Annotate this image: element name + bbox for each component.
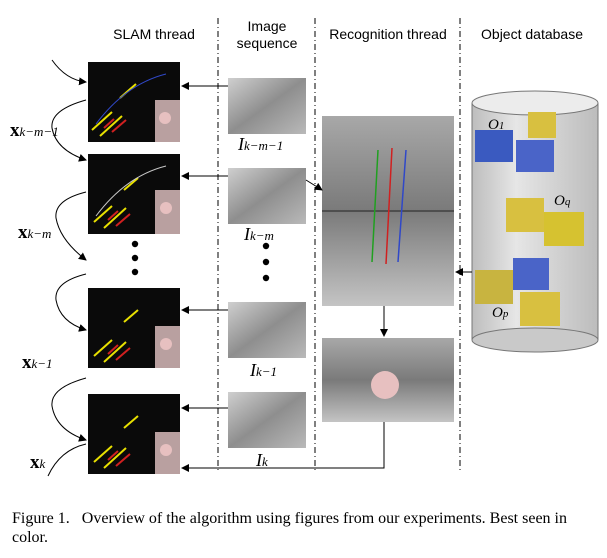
state-label: xk−m−1 [10,120,59,142]
figure-caption: Figure 1. Overview of the algorithm usin… [12,509,597,547]
slam-frame [88,62,180,142]
object-base: O [492,305,503,321]
image-frame [228,302,306,358]
object-subscript: 1 [498,120,505,132]
object-label: Op [492,304,508,322]
image-label: Ik−m [244,224,274,245]
image-sequence-frames [228,78,306,448]
algorithm-diagram [47,18,599,477]
state-subscript: k [39,456,46,471]
image-subscript: k−m [250,228,274,243]
object-subscript: p [502,308,509,320]
object-image [506,198,544,232]
header-image-sequence: Image sequence [222,18,312,52]
state-label: xk [30,452,45,474]
object-image [516,140,554,172]
arrows [47,59,472,477]
header-image-sequence-line1: Image [247,18,287,34]
image-base: I [250,360,256,380]
image-base: I [256,450,262,470]
header-recognition-thread: Recognition thread [329,26,447,42]
object-image [520,292,560,326]
image-label: Ik−1 [250,360,277,381]
state-subscript: k−m−1 [19,124,59,139]
slam-frame [88,288,180,368]
image-subscript: k−m−1 [244,138,284,153]
header-slam-thread: SLAM thread [113,26,195,42]
caption-text: Overview of the algorithm using figures … [12,510,571,546]
state-label: xk−m [18,222,51,244]
state-label: xk−1 [22,352,53,374]
column-separators [217,18,461,470]
object-label: O1 [488,116,504,134]
object-image [544,212,584,246]
image-subscript: k [262,454,268,469]
slam-frames [88,62,180,474]
state-subscript: k−1 [31,356,53,371]
image-frame [228,78,306,134]
object-subscript: q [564,196,571,208]
object-label: Oq [554,192,570,210]
object-image [475,270,513,304]
object-base: O [554,193,565,209]
image-base: I [238,134,244,154]
slam-frame [88,394,180,474]
object-image [528,112,556,138]
image-label: Ik [256,450,268,471]
object-base: O [488,117,499,133]
object-database [471,90,599,353]
state-base: x [22,352,32,373]
image-frame [228,392,306,448]
image-subscript: k−1 [256,364,278,379]
image-label: Ik−m−1 [238,134,283,155]
image-base: I [244,224,250,244]
object-image [475,130,513,162]
caption-label: Figure 1. [12,510,70,527]
header-image-sequence-line2: sequence [236,35,298,51]
slam-frame [88,154,180,234]
ellipsis-dots [131,240,270,282]
state-base: x [30,452,40,473]
header-object-database: Object database [481,26,583,42]
state-base: x [10,120,20,141]
image-frame [228,168,306,224]
recognition-images [322,116,454,422]
object-image [513,258,549,290]
state-subscript: k−m [27,226,52,241]
state-base: x [18,222,28,243]
